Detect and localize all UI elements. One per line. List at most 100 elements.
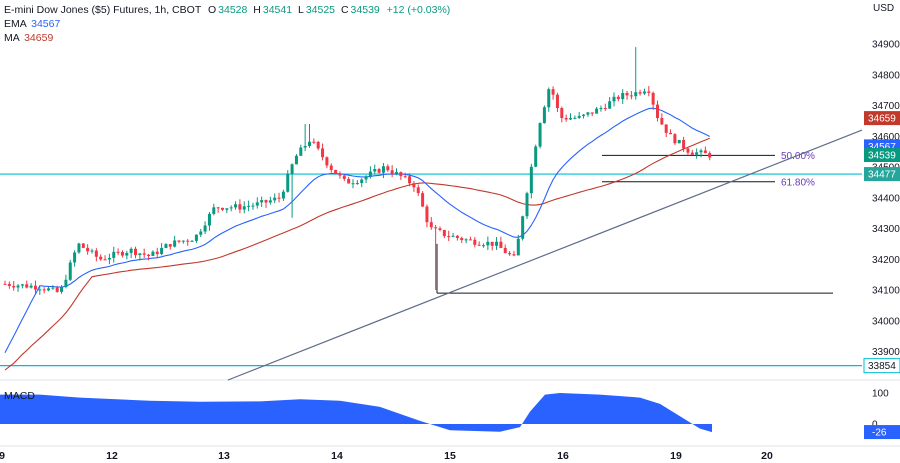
fib-618-label: 61.80% (781, 177, 815, 188)
candle-body (181, 240, 185, 242)
candle-body (203, 225, 207, 232)
candle-body (134, 248, 137, 256)
macd-tick-label: 100 (872, 389, 889, 400)
legend-ma-row[interactable]: MA 34659 (4, 31, 450, 45)
candle-body (273, 197, 277, 201)
candle-body (699, 150, 703, 153)
candle-body (277, 197, 281, 199)
ema-value: 34567 (31, 18, 61, 30)
candle-body (582, 114, 586, 116)
candle-body (429, 222, 433, 228)
candle-body (25, 284, 29, 288)
candle-body (281, 191, 285, 199)
candle-body (294, 155, 298, 165)
candle-body (425, 206, 429, 223)
candle-body (490, 241, 494, 246)
candle-body (247, 205, 251, 207)
price-tick-label: 34200 (872, 255, 900, 266)
candle-body (651, 92, 655, 105)
candle-body (94, 250, 98, 257)
candle-body (677, 139, 681, 144)
candle-body (538, 123, 542, 147)
candle-body (464, 239, 468, 241)
candle-body (299, 147, 303, 156)
macd-badge-bg (864, 425, 900, 440)
candle-body (390, 170, 394, 174)
candle-body (160, 247, 164, 255)
trend-line (227, 129, 863, 381)
candle-body (120, 252, 124, 256)
candle-body (695, 152, 699, 155)
c-label: C (340, 4, 349, 16)
candle-body (360, 179, 364, 184)
price-tick-label: 34300 (872, 224, 900, 235)
candle-body (142, 253, 146, 255)
candle-body (312, 141, 316, 143)
legend-ema-row[interactable]: EMA 34567 (4, 17, 450, 31)
candle-body (138, 253, 142, 256)
macd-label[interactable]: MACD (4, 390, 35, 402)
candle-body (690, 152, 694, 155)
candle-body (64, 279, 68, 287)
candle-body (534, 146, 538, 167)
candle-body (603, 108, 607, 110)
symbol-title[interactable]: E-mini Dow Jones ($5) Futures, 1h, CBOT (4, 4, 202, 16)
candle-body (673, 134, 677, 144)
price-tick-label: 34700 (872, 101, 900, 112)
price-tick-label: 34600 (872, 132, 900, 143)
candle-body (590, 112, 594, 114)
time-axis-label: 15 (444, 450, 456, 462)
ema-label: EMA (4, 18, 27, 30)
ma-badge: 34659 (868, 114, 896, 125)
candle-body (664, 124, 668, 133)
open-value: 34528 (218, 4, 248, 16)
macd-legend: MACD (4, 389, 35, 403)
candle-body (686, 148, 690, 153)
candle-body (634, 92, 638, 97)
candle-body (703, 150, 707, 154)
candle-body (621, 92, 625, 100)
time-axis-label: 9 (0, 450, 5, 462)
candle-body (325, 157, 329, 166)
candle-body (147, 254, 151, 256)
candle-body (512, 254, 516, 256)
ma-badge-bg (864, 111, 900, 126)
candle-body (408, 176, 412, 184)
l-label: L (297, 4, 304, 16)
candle-body (303, 146, 307, 148)
candle-body (364, 176, 368, 180)
candle-body (434, 227, 438, 229)
candle-body (656, 104, 659, 119)
candle-body (547, 89, 551, 108)
ma-label: MA (4, 32, 20, 44)
candle-body (529, 166, 533, 194)
candle-body (207, 213, 211, 226)
candle-body (447, 236, 451, 238)
candle-body (242, 206, 246, 210)
candle-body (216, 207, 220, 209)
candle-body (381, 166, 385, 173)
candle-body (103, 259, 107, 261)
ma-value: 34659 (24, 32, 54, 44)
candle-body (308, 141, 311, 147)
ema-badge: 34567 (868, 142, 896, 153)
candle-body (73, 252, 77, 263)
candle-body (321, 148, 325, 158)
candle-body (669, 132, 673, 135)
candle-body (286, 173, 290, 192)
candle-body (708, 153, 712, 158)
candle-body (329, 165, 333, 170)
candle-body (168, 244, 172, 247)
candle-body (525, 193, 529, 217)
candle-body (347, 178, 351, 184)
close-badge-bg (864, 148, 900, 163)
candle-body (129, 248, 133, 253)
candle-body (442, 229, 446, 237)
price-tick-label: 34100 (872, 286, 900, 297)
candle-body (377, 169, 381, 173)
o-label: O (207, 4, 217, 16)
candle-body (386, 166, 390, 171)
ema-line (4, 107, 710, 354)
candle-body (107, 257, 111, 260)
